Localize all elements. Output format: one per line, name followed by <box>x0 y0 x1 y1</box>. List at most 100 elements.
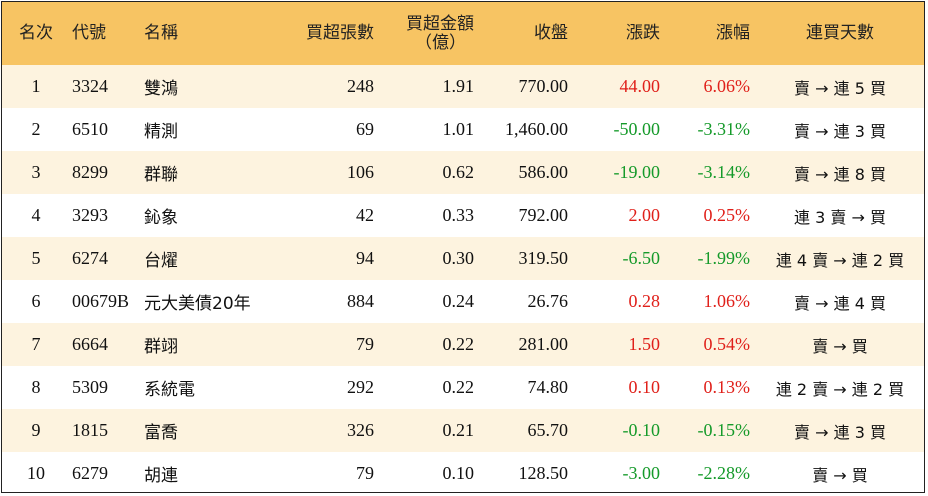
table-row[interactable]: 7 6664 群翊 79 0.22 281.00 1.50 0.54% 賣 → … <box>2 323 924 366</box>
cell-rank: 2 <box>31 119 41 139</box>
cell-buy-amount: 0.10 <box>442 463 475 483</box>
cell-streak: 連 2 賣 → 連 2 買 <box>775 379 905 399</box>
cell-code: 3293 <box>72 205 108 225</box>
table-row[interactable]: 10 6279 胡連 79 0.10 128.50 -3.00 -2.28% 賣… <box>2 452 924 492</box>
cell-name[interactable]: 富喬 <box>144 423 178 443</box>
table-row[interactable]: 4 3293 鈊象 42 0.33 792.00 2.00 0.25% 連 3 … <box>2 194 924 237</box>
cell-rank: 6 <box>31 291 41 311</box>
header-change[interactable]: 漲跌 <box>626 23 660 43</box>
cell-pct: -3.31% <box>697 119 751 139</box>
cell-streak: 賣 → 連 5 買 <box>794 78 886 98</box>
cell-close: 319.50 <box>518 248 569 268</box>
cell-buy-lots: 79 <box>356 463 374 483</box>
cell-name[interactable]: 元大美債20年 <box>144 294 251 314</box>
table-header-row: 名次 代號 名稱 買超張數 買超金額 （億） 收盤 漲跌 漲幅 連買天數 <box>2 2 924 65</box>
cell-name[interactable]: 台燿 <box>144 251 178 271</box>
cell-name[interactable]: 鈊象 <box>144 208 178 228</box>
table-row[interactable]: 6 00679B 元大美債20年 884 0.24 26.76 0.28 1.0… <box>2 280 924 323</box>
cell-streak: 賣 → 連 4 買 <box>794 293 886 313</box>
cell-streak: 賣 → 連 8 買 <box>794 164 886 184</box>
cell-name[interactable]: 群聯 <box>144 165 178 185</box>
cell-name[interactable]: 群翊 <box>144 337 178 357</box>
cell-code: 6664 <box>72 334 108 354</box>
cell-code: 6510 <box>72 119 108 139</box>
cell-close: 1,460.00 <box>505 119 568 139</box>
cell-code: 3324 <box>72 76 108 96</box>
cell-buy-amount: 0.21 <box>442 420 475 440</box>
cell-rank: 5 <box>31 248 41 268</box>
table-row[interactable]: 3 8299 群聯 106 0.62 586.00 -19.00 -3.14% … <box>2 151 924 194</box>
header-pct[interactable]: 漲幅 <box>716 23 750 43</box>
cell-rank: 7 <box>31 334 41 354</box>
cell-code: 00679B <box>72 291 130 311</box>
cell-change: 0.10 <box>628 377 661 397</box>
cell-buy-amount: 0.22 <box>442 377 475 397</box>
cell-streak: 連 4 賣 → 連 2 買 <box>775 250 905 270</box>
cell-buy-amount: 0.62 <box>442 162 475 182</box>
cell-buy-amount: 0.30 <box>442 248 475 268</box>
cell-name[interactable]: 胡連 <box>144 466 178 486</box>
cell-close: 128.50 <box>518 463 569 483</box>
cell-change: -6.50 <box>622 248 661 268</box>
header-code[interactable]: 代號 <box>72 23 106 43</box>
cell-buy-lots: 94 <box>356 248 374 268</box>
header-buy-amount[interactable]: 買超金額 （億） <box>378 2 478 65</box>
cell-change: -19.00 <box>613 162 661 182</box>
cell-pct: -2.28% <box>697 463 751 483</box>
cell-change: 2.00 <box>628 205 661 225</box>
cell-rank: 3 <box>31 162 41 182</box>
cell-code: 6274 <box>72 248 108 268</box>
cell-close: 770.00 <box>518 76 569 96</box>
cell-close: 281.00 <box>518 334 569 354</box>
cell-buy-lots: 326 <box>347 420 374 440</box>
table-row[interactable]: 9 1815 富喬 326 0.21 65.70 -0.10 -0.15% 賣 … <box>2 409 924 452</box>
cell-streak: 賣 → 買 <box>812 465 868 485</box>
cell-name[interactable]: 精測 <box>144 122 178 142</box>
cell-rank: 1 <box>31 76 41 96</box>
cell-buy-amount: 1.01 <box>442 119 475 139</box>
cell-buy-lots: 884 <box>347 291 374 311</box>
cell-buy-lots: 69 <box>356 119 374 139</box>
cell-pct: -1.99% <box>697 248 751 268</box>
cell-buy-lots: 106 <box>347 162 374 182</box>
cell-close: 74.80 <box>527 377 569 397</box>
header-streak[interactable]: 連買天數 <box>806 23 874 43</box>
cell-code: 1815 <box>72 420 108 440</box>
table-row[interactable]: 5 6274 台燿 94 0.30 319.50 -6.50 -1.99% 連 … <box>2 237 924 280</box>
cell-pct: -0.15% <box>697 420 751 440</box>
header-buy-lots[interactable]: 買超張數 <box>306 23 374 43</box>
cell-change: -0.10 <box>622 420 661 440</box>
cell-close: 65.70 <box>527 420 569 440</box>
cell-close: 792.00 <box>518 205 569 225</box>
table-row[interactable]: 1 3324 雙鴻 248 1.91 770.00 44.00 6.06% 賣 … <box>2 65 924 108</box>
header-close[interactable]: 收盤 <box>534 23 568 43</box>
header-rank[interactable]: 名次 <box>19 23 53 43</box>
cell-name[interactable]: 系統電 <box>144 380 195 400</box>
cell-change: 0.28 <box>628 291 661 311</box>
cell-buy-amount: 0.24 <box>442 291 475 311</box>
header-buy-amount-line1: 買超金額 <box>406 13 474 34</box>
cell-change: 1.50 <box>628 334 661 354</box>
cell-rank: 8 <box>31 377 41 397</box>
cell-buy-lots: 248 <box>347 76 374 96</box>
cell-streak: 賣 → 買 <box>812 336 868 356</box>
cell-buy-amount: 0.22 <box>442 334 475 354</box>
cell-streak: 連 3 賣 → 買 <box>794 207 886 227</box>
header-name[interactable]: 名稱 <box>144 23 178 43</box>
cell-pct: 1.06% <box>703 291 751 311</box>
cell-close: 586.00 <box>518 162 569 182</box>
table-row[interactable]: 2 6510 精測 69 1.01 1,460.00 -50.00 -3.31%… <box>2 108 924 151</box>
cell-pct: 0.13% <box>703 377 751 397</box>
cell-buy-lots: 42 <box>356 205 374 225</box>
cell-code: 5309 <box>72 377 108 397</box>
cell-streak: 賣 → 連 3 買 <box>794 422 886 442</box>
cell-change: -50.00 <box>613 119 661 139</box>
cell-pct: 6.06% <box>703 76 751 96</box>
header-buy-amount-line2: （億） <box>415 32 466 53</box>
cell-close: 26.76 <box>527 291 569 311</box>
table-row[interactable]: 8 5309 系統電 292 0.22 74.80 0.10 0.13% 連 2… <box>2 366 924 409</box>
cell-code: 8299 <box>72 162 108 182</box>
cell-name[interactable]: 雙鴻 <box>144 79 178 99</box>
cell-pct: 0.54% <box>703 334 751 354</box>
